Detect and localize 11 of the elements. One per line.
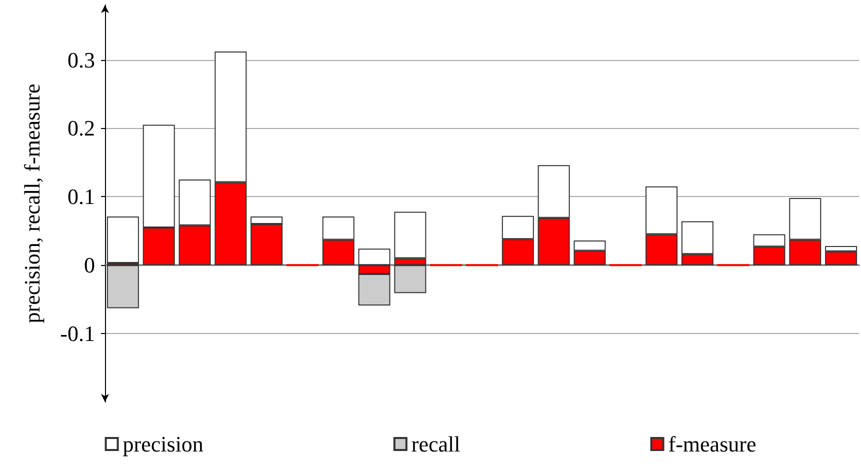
y-tick-label: 0.1 — [68, 184, 95, 210]
y-tick-label: -0.1 — [60, 321, 95, 346]
legend-label: precision — [122, 432, 204, 456]
y-tick-label: 0.2 — [68, 116, 95, 141]
legend-label: recall — [411, 432, 460, 456]
bar — [106, 216, 139, 264]
y-tick-label: 0 — [84, 252, 95, 278]
y-axis-title: precision, recall, f-measure — [20, 84, 44, 324]
y-tick-label: 0.3 — [68, 47, 95, 72]
legend-label: f-measure — [668, 432, 756, 456]
bar — [106, 265, 139, 308]
